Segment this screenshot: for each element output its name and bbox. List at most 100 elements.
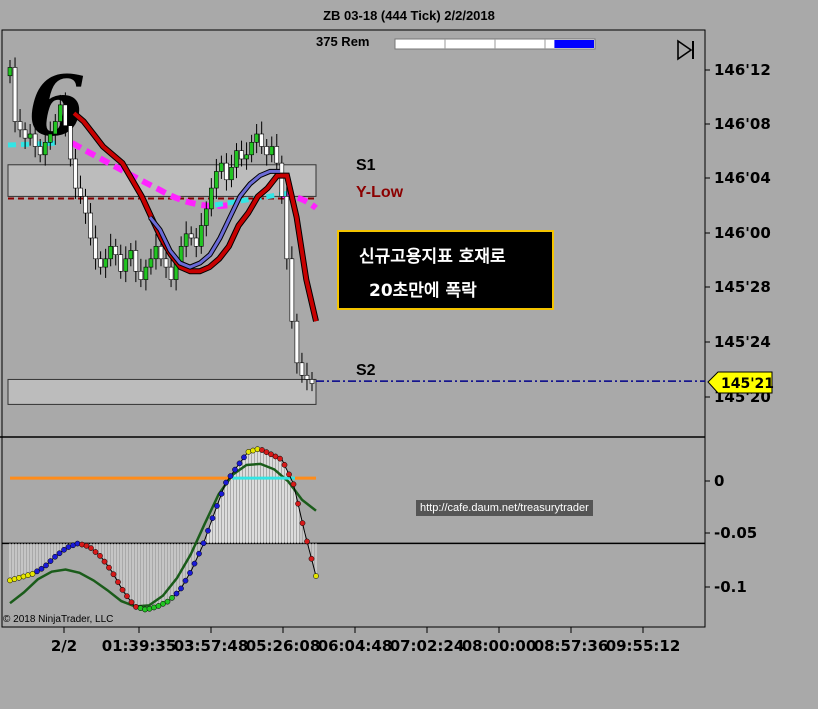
price-bar — [219, 155, 224, 179]
price-bar — [244, 142, 249, 170]
price-bar — [224, 153, 229, 191]
osc-dot — [182, 577, 189, 584]
osc-dot — [263, 449, 270, 455]
osc-dot — [178, 585, 184, 592]
osc-dot — [29, 571, 36, 577]
osc-dot — [92, 549, 99, 555]
osc-dot — [56, 550, 63, 557]
osc-dot — [83, 542, 90, 549]
osc-dot — [227, 473, 234, 479]
time-tick-label: 09:55:12 — [606, 637, 681, 655]
osc-dot — [101, 558, 108, 565]
price-axis-ticks: 146'12 146'08 146'04 146'00 145'28 145'24 145'… — [705, 61, 771, 406]
price-bar — [188, 226, 194, 246]
price-bar — [108, 233, 113, 267]
price-level-lines — [8, 197, 705, 382]
price-bar — [58, 94, 63, 130]
price-bar — [63, 92, 68, 137]
ticks-remaining-label: 375 Rem — [316, 34, 369, 49]
price-bar — [12, 57, 18, 133]
fast-ma-line — [148, 169, 280, 269]
osc-dot — [299, 520, 306, 526]
osc-dot — [106, 564, 112, 571]
time-tick-label: 03:57:48 — [174, 637, 249, 655]
osc-dot — [241, 454, 247, 461]
osc-dot — [281, 462, 288, 468]
osc-dot — [218, 490, 225, 497]
annotation-box: 신규고용지표 호재로 20초만에 폭락 — [337, 230, 554, 310]
price-bar — [128, 242, 134, 267]
price-bar — [52, 114, 58, 145]
osc-dot — [38, 565, 45, 572]
osc-dot — [173, 590, 180, 597]
osc-dot — [209, 515, 216, 522]
price-bar — [68, 118, 73, 167]
price-bar — [264, 138, 270, 166]
price-tick-label: 145'28 — [714, 278, 771, 296]
osc-dot — [115, 579, 121, 585]
price-bar — [73, 148, 78, 199]
osc-dot — [286, 471, 292, 478]
price-bar — [193, 228, 199, 258]
osc-dot — [205, 527, 211, 534]
current-price-value: 145'21 — [721, 376, 774, 392]
time-tick-label: 07:02:24 — [390, 637, 465, 655]
magenta-band — [70, 140, 231, 209]
price-bar — [113, 238, 118, 266]
price-bar — [17, 109, 23, 138]
price-bar — [83, 188, 88, 224]
price-tick-label: 146'12 — [714, 61, 771, 79]
price-bar — [133, 240, 139, 283]
price-bar — [234, 143, 239, 179]
s2-label: S2 — [356, 362, 376, 379]
osc-dot — [259, 447, 265, 453]
price-tick-label: 146'00 — [714, 224, 771, 242]
price-bar — [284, 186, 290, 270]
osc-dot — [164, 598, 171, 605]
osc-dot — [128, 599, 135, 606]
osc-dot — [119, 586, 126, 593]
price-bar — [163, 248, 169, 278]
price-bar — [198, 213, 204, 254]
time-tick-label: 05:26:08 — [246, 637, 321, 655]
price-bar — [309, 371, 315, 392]
annotation-line-1: 신규고용지표 호재로 — [359, 247, 506, 267]
price-bar — [183, 221, 189, 258]
price-bar — [289, 246, 295, 329]
osc-dot — [187, 570, 193, 576]
price-bar — [88, 203, 93, 246]
price-bar — [229, 154, 234, 188]
osc-dot — [34, 568, 40, 575]
skip-to-end-icon[interactable] — [676, 39, 696, 61]
oscillator-axis-ticks: 0 -0.05 -0.1 — [705, 472, 757, 596]
price-bar — [103, 248, 108, 278]
price-bar — [279, 155, 285, 204]
price-bar — [93, 225, 98, 270]
osc-signal-line — [9, 462, 317, 608]
price-bar — [148, 248, 154, 275]
osc-dot — [308, 555, 315, 562]
time-tick-label: 08:00:00 — [462, 637, 537, 655]
url-label[interactable]: http://cafe.daum.net/treasurytrader — [416, 500, 593, 516]
time-tick-label: 06:04:48 — [318, 637, 393, 655]
price-bar — [259, 121, 264, 154]
osc-dot — [236, 460, 243, 467]
osc-dot — [196, 550, 202, 557]
osc-dot — [313, 573, 319, 579]
price-bar — [274, 134, 280, 174]
price-tick-label: 146'08 — [714, 115, 771, 133]
price-bar — [32, 121, 38, 158]
s1-label: S1 — [356, 157, 376, 174]
osc-dot — [61, 546, 67, 553]
osc-dot — [268, 451, 274, 458]
price-bar — [7, 59, 13, 84]
oscillator — [2, 446, 705, 613]
osc-tick-label: -0.1 — [714, 578, 747, 596]
osc-dot — [200, 540, 207, 547]
price-bar — [214, 158, 219, 199]
osc-dot — [223, 479, 229, 486]
osc-dot — [43, 562, 49, 569]
osc-dot — [110, 571, 117, 578]
price-bar — [27, 124, 33, 146]
